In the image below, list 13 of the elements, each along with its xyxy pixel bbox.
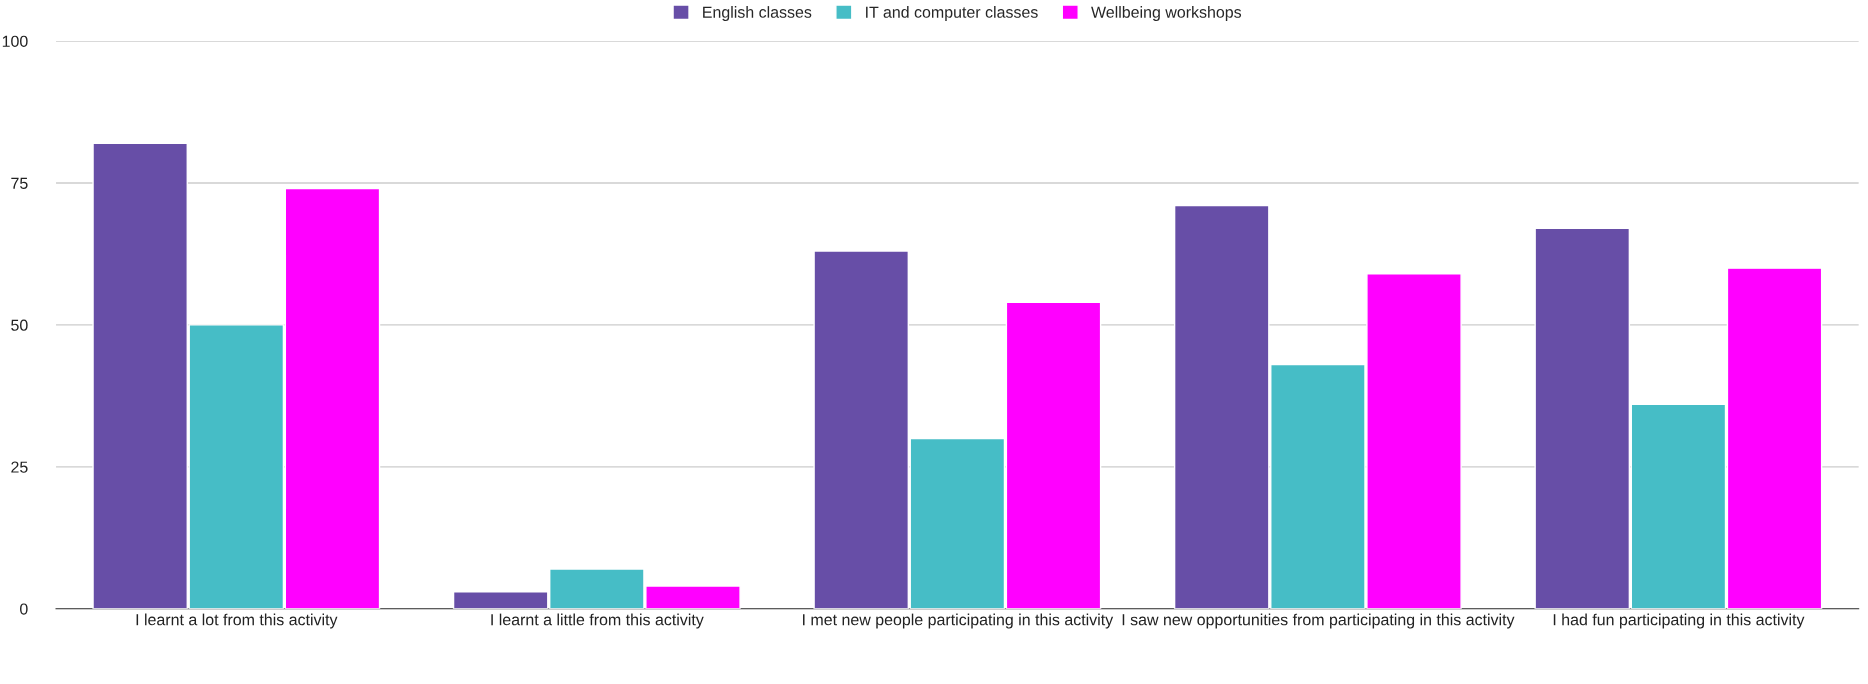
- y-tick-label: 75: [11, 177, 28, 189]
- x-tick-label: I learnt a little from this activity: [491, 613, 704, 629]
- y-tick-label: 25: [11, 461, 28, 473]
- legend-label: English classes: [703, 6, 812, 21]
- y-tick-label: 100: [2, 35, 28, 47]
- y-tick-label: 0: [20, 603, 28, 615]
- x-tick-label: I had fun participating in this activity: [1553, 613, 1805, 629]
- x-tick-label: I met new people participating in this activity: [803, 613, 1114, 629]
- x-tick-label: I learnt a lot from this activity: [136, 613, 338, 629]
- x-tick-label: I saw new opportunities from participating in this activity: [1122, 613, 1515, 629]
- y-tick-label: 50: [11, 319, 28, 331]
- legend-label: IT and computer classes: [866, 6, 1038, 21]
- legend-label: Wellbeing workshops: [1091, 6, 1242, 21]
